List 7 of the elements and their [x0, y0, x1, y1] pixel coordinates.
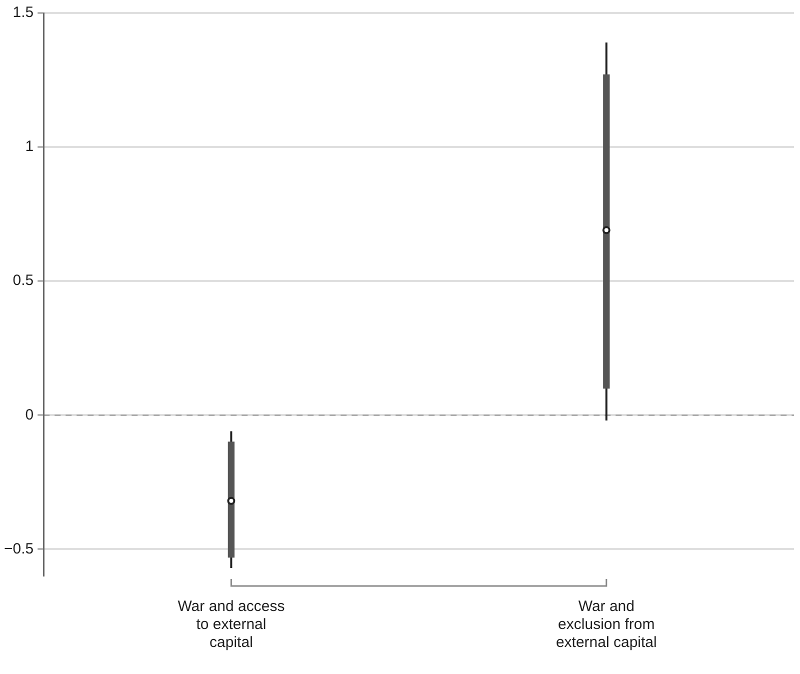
y-tick-label: −0.5 [4, 540, 34, 558]
y-tick-label: 1.5 [12, 4, 34, 22]
x-tick-label: War and access to external capital [178, 598, 285, 652]
y-tick-label: 0.5 [12, 272, 34, 290]
y-tick-label: 0 [25, 406, 34, 424]
x-tick-label: War and exclusion from external capital [556, 598, 657, 652]
y-tick-label: 1 [25, 138, 34, 156]
